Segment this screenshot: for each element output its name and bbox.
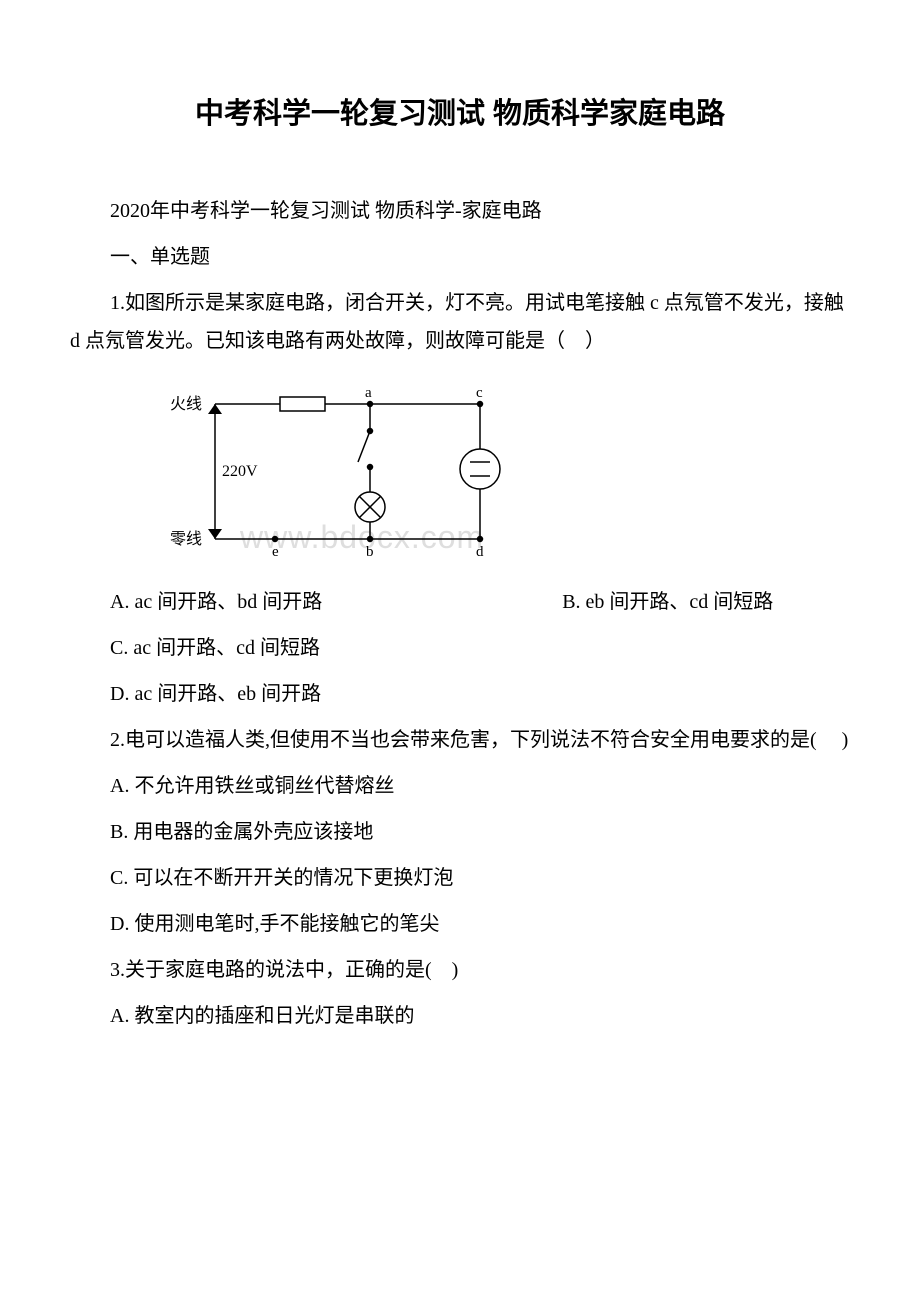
q1-optD: D. ac 间开路、eb 间开路 (70, 675, 850, 713)
subtitle-text: 2020年中考科学一轮复习测试 物质科学-家庭电路 (70, 192, 850, 230)
q1-option-ab-row: A. ac 间开路、bd 间开路 B. eb 间开路、cd 间短路 (70, 583, 850, 621)
label-fire: 火线 (170, 395, 202, 413)
q1-optC: C. ac 间开路、cd 间短路 (70, 629, 850, 667)
q3-optA: A. 教室内的插座和日光灯是串联的 (70, 997, 850, 1035)
label-b: b (366, 544, 374, 560)
q2-optA: A. 不允许用铁丝或铜丝代替熔丝 (70, 767, 850, 805)
label-neutral: 零线 (170, 530, 202, 548)
label-c: c (476, 385, 483, 401)
q1-optB: B. eb 间开路、cd 间短路 (562, 591, 773, 613)
q1-stem: 1.如图所示是某家庭电路，闭合开关，灯不亮。用试电笔接触 c 点氖管不发光，接触… (70, 284, 850, 360)
label-voltage: 220V (222, 463, 258, 480)
circuit-svg: 火线 零线 220V a c e b d (160, 374, 520, 564)
q3-stem: 3.关于家庭电路的说法中，正确的是( ) (70, 951, 850, 989)
q2-optC: C. 可以在不断开开关的情况下更换灯泡 (70, 859, 850, 897)
page-title: 中考科学一轮复习测试 物质科学家庭电路 (70, 90, 850, 132)
q2-stem: 2.电可以造福人类,但使用不当也会带来危害，下列说法不符合安全用电要求的是( ) (70, 721, 850, 759)
label-d: d (476, 544, 484, 560)
q2-optB: B. 用电器的金属外壳应该接地 (70, 813, 850, 851)
section-header: 一、单选题 (70, 238, 850, 276)
circuit-diagram: www.bdocx.com (160, 374, 850, 569)
label-e: e (272, 544, 279, 560)
q1-optA: A. ac 间开路、bd 间开路 (110, 591, 322, 613)
q2-optD: D. 使用测电笔时,手不能接触它的笔尖 (70, 905, 850, 943)
label-a: a (365, 385, 372, 401)
